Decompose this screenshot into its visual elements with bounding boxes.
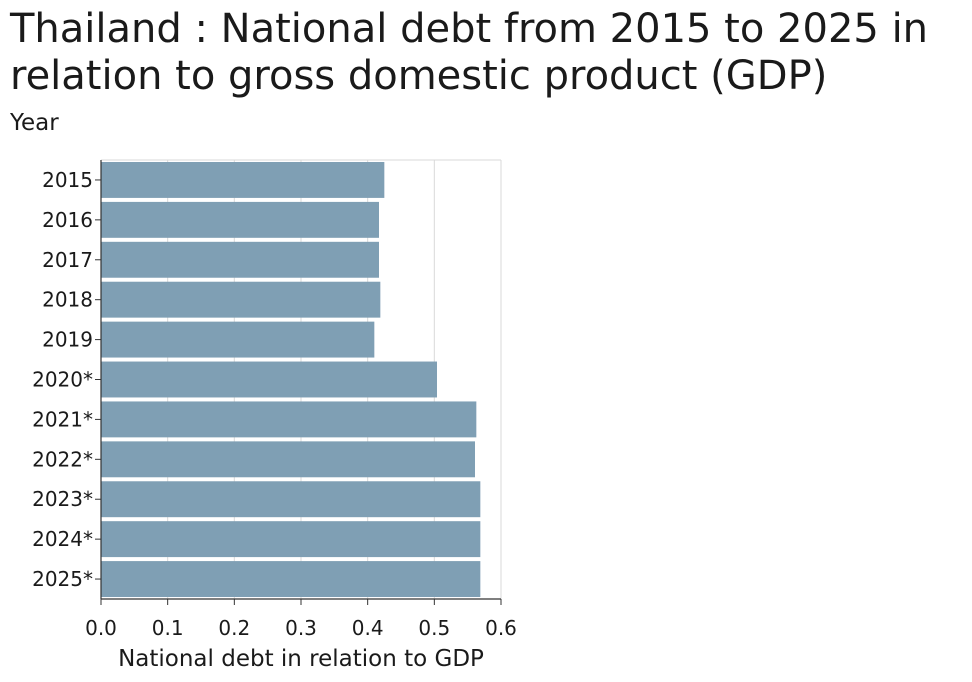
x-tick-label: 0.1 (152, 616, 184, 640)
x-tick-label: 0.3 (285, 616, 317, 640)
x-tick-label: 0.6 (485, 616, 517, 640)
bar-2021* (101, 401, 477, 438)
y-axis-label: Year (10, 110, 59, 136)
bar-2025* (101, 561, 481, 598)
x-ticks: 0.0 0.1 0.2 0.3 0.4 0.5 0.6 (85, 599, 517, 640)
x-tick-label: 0.5 (418, 616, 450, 640)
bar-2022* (101, 441, 475, 478)
y-tick-label: 2022* (32, 447, 93, 471)
bar-2018 (101, 281, 381, 318)
y-tick-label: 2016 (42, 208, 93, 232)
x-tick-label: 0.4 (352, 616, 384, 640)
y-tick-label: 2015 (42, 168, 93, 192)
bar-2019 (101, 321, 375, 358)
y-tick-label: 2018 (42, 288, 93, 312)
y-ticks: 2015 2016 2017 2018 2019 2020* 2021* 2022* 2023*… (32, 168, 101, 591)
chart-title: Thailand : National debt from 2015 to 20… (10, 6, 929, 99)
x-tick-label: 0.2 (218, 616, 250, 640)
y-tick-label: 2023* (32, 487, 93, 511)
y-tick-label: 2017 (42, 248, 93, 272)
y-tick-label: 2024* (32, 527, 93, 551)
bar-2023* (101, 481, 481, 518)
y-tick-label: 2019 (42, 328, 93, 352)
y-tick-label: 2021* (32, 407, 93, 431)
bar-2015 (101, 161, 385, 198)
bar-2017 (101, 241, 379, 278)
bar-2024* (101, 521, 481, 558)
y-tick-label: 2020* (32, 368, 93, 392)
x-axis-label: National debt in relation to GDP (118, 646, 484, 672)
bar-2020* (101, 361, 437, 398)
bar-2016 (101, 201, 379, 238)
bars (101, 161, 481, 598)
y-tick-label: 2025* (32, 567, 93, 591)
x-tick-label: 0.0 (85, 616, 117, 640)
